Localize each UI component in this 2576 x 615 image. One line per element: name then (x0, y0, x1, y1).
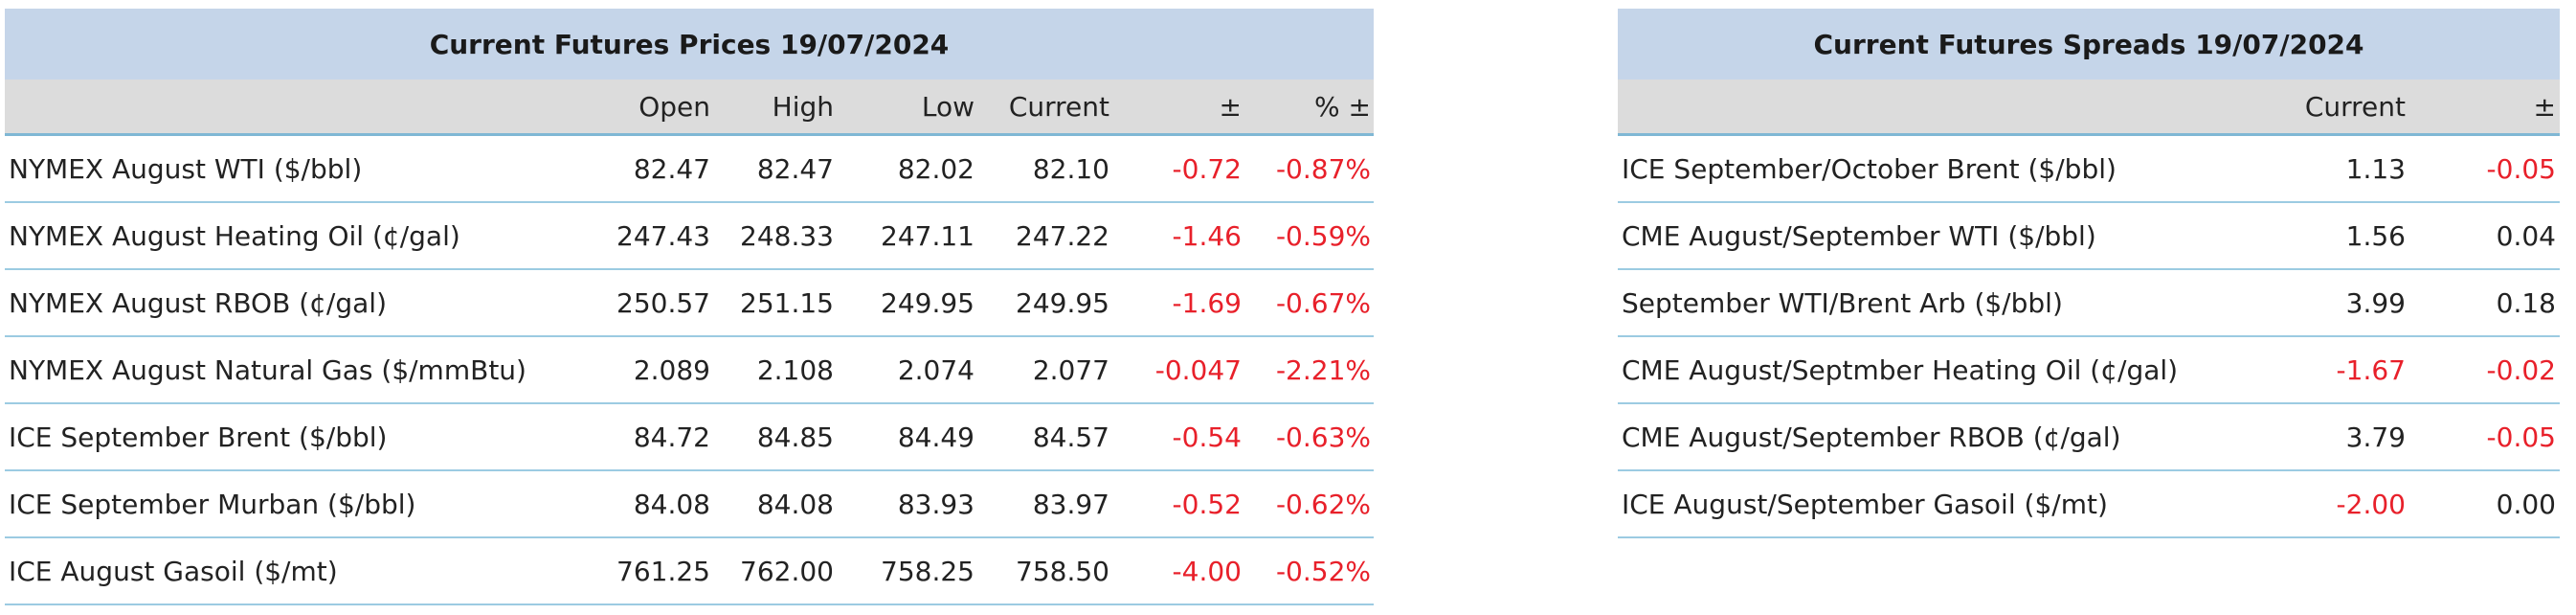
table-title: Current Futures Spreads 19/07/2024 (1618, 9, 2560, 80)
value-cell: 82.47 (756, 152, 834, 185)
value-cell: -0.02 (2486, 353, 2556, 386)
value-cell: -0.54 (1172, 421, 1242, 453)
value-cell: 247.22 (1016, 219, 1109, 252)
data-row: NYMEX August Natural Gas ($/mmBtu) 2.089 2… (5, 337, 1374, 404)
value-cell: 2.074 (897, 353, 974, 386)
value-cell: 0.18 (2496, 286, 2556, 319)
data-row: NYMEX August Heating Oil (¢/gal) 247.43 24… (5, 203, 1374, 270)
value-cell: 82.02 (897, 152, 974, 185)
row-label: ICE August Gasoil ($/mt) (9, 555, 338, 587)
value-cell: -2.00 (2336, 488, 2406, 520)
value-cell: 0.04 (2496, 219, 2556, 252)
value-cell: 82.47 (633, 152, 710, 185)
data-row: CME August/Septmber Heating Oil (¢/gal) -… (1618, 337, 2560, 404)
row-label: NYMEX August Natural Gas ($/mmBtu) (9, 353, 526, 386)
column-header: Current (1008, 90, 1109, 123)
data-row: ICE September Murban ($/bbl) 84.08 84.08 83… (5, 471, 1374, 538)
data-row: ICE September Brent ($/bbl) 84.72 84.85 84.… (5, 404, 1374, 471)
value-cell: 251.15 (740, 286, 834, 319)
data-row: CME August/September WTI ($/bbl) 1.56 0.04 (1618, 203, 2560, 270)
value-cell: 248.33 (740, 219, 834, 252)
value-cell: 2.077 (1032, 353, 1109, 386)
value-cell: 84.57 (1032, 421, 1109, 453)
data-row: ICE August/September Gasoil ($/mt) -2.00 0… (1618, 471, 2560, 538)
value-cell: 2.108 (756, 353, 834, 386)
value-cell: -0.05 (2486, 421, 2556, 453)
value-cell: -0.63% (1275, 421, 1371, 453)
value-cell: 83.93 (897, 488, 974, 520)
value-cell: 250.57 (616, 286, 710, 319)
value-cell: 758.25 (881, 555, 974, 587)
value-cell: -0.52% (1275, 555, 1371, 587)
value-cell: 0.00 (2496, 488, 2556, 520)
value-cell: -0.62% (1275, 488, 1371, 520)
row-label: ICE September Murban ($/bbl) (9, 488, 416, 520)
row-label: NYMEX August WTI ($/bbl) (9, 152, 363, 185)
value-cell: 1.13 (2345, 152, 2406, 185)
value-cell: -0.72 (1172, 152, 1242, 185)
value-cell: -1.67 (2336, 353, 2406, 386)
row-label: ICE August/September Gasoil ($/mt) (1622, 488, 2108, 520)
value-cell: -0.05 (2486, 152, 2556, 185)
column-header: % ± (1314, 90, 1371, 123)
value-cell: 758.50 (1016, 555, 1109, 587)
value-cell: 249.95 (881, 286, 974, 319)
row-label: CME August/September WTI ($/bbl) (1622, 219, 2096, 252)
value-cell: -1.69 (1172, 286, 1242, 319)
row-label: ICE September/October Brent ($/bbl) (1622, 152, 2117, 185)
value-cell: 82.10 (1032, 152, 1109, 185)
row-label: CME August/Septmber Heating Oil (¢/gal) (1622, 353, 2179, 386)
header-row: Open High Low Current ± % ± (5, 80, 1374, 136)
column-header: ± (1219, 90, 1242, 123)
value-cell: 83.97 (1032, 488, 1109, 520)
value-cell: 762.00 (740, 555, 834, 587)
row-label: CME August/September RBOB (¢/gal) (1622, 421, 2121, 453)
row-label: NYMEX August Heating Oil (¢/gal) (9, 219, 460, 252)
data-row: ICE August Gasoil ($/mt) 761.25 762.00 758.… (5, 538, 1374, 605)
row-label: NYMEX August RBOB (¢/gal) (9, 286, 387, 319)
data-row: NYMEX August RBOB (¢/gal) 250.57 251.15 249… (5, 270, 1374, 337)
value-cell: 249.95 (1016, 286, 1109, 319)
column-header: High (772, 90, 834, 123)
row-label: ICE September Brent ($/bbl) (9, 421, 388, 453)
value-cell: -2.21% (1275, 353, 1371, 386)
value-cell: -4.00 (1172, 555, 1242, 587)
value-cell: -0.67% (1275, 286, 1371, 319)
value-cell: 84.72 (633, 421, 710, 453)
value-cell: 3.79 (2345, 421, 2406, 453)
value-cell: 247.43 (616, 219, 710, 252)
table-title: Current Futures Prices 19/07/2024 (5, 9, 1374, 80)
value-cell: -0.59% (1275, 219, 1371, 252)
header-row: Current ± (1618, 80, 2560, 136)
column-header: ± (2533, 90, 2556, 123)
column-header: Low (921, 90, 974, 123)
data-row: NYMEX August WTI ($/bbl) 82.47 82.47 82.02 8… (5, 136, 1374, 203)
value-cell: 84.08 (633, 488, 710, 520)
value-cell: 84.85 (756, 421, 834, 453)
value-cell: 247.11 (881, 219, 974, 252)
value-cell: -1.46 (1172, 219, 1242, 252)
value-cell: 1.56 (2345, 219, 2406, 252)
value-cell: 761.25 (616, 555, 710, 587)
column-header: Open (638, 90, 710, 123)
data-row: September WTI/Brent Arb ($/bbl) 3.99 0.18 (1618, 270, 2560, 337)
data-row: ICE September/October Brent ($/bbl) 1.13 -… (1618, 136, 2560, 203)
value-cell: -0.52 (1172, 488, 1242, 520)
value-cell: 2.089 (633, 353, 710, 386)
value-cell: 84.49 (897, 421, 974, 453)
column-header: Current (2304, 90, 2406, 123)
row-label: September WTI/Brent Arb ($/bbl) (1622, 286, 2063, 319)
value-cell: 3.99 (2345, 286, 2406, 319)
value-cell: -0.87% (1275, 152, 1371, 185)
value-cell: -0.047 (1154, 353, 1242, 386)
value-cell: 84.08 (756, 488, 834, 520)
data-row: CME August/September RBOB (¢/gal) 3.79 -0.… (1618, 404, 2560, 471)
